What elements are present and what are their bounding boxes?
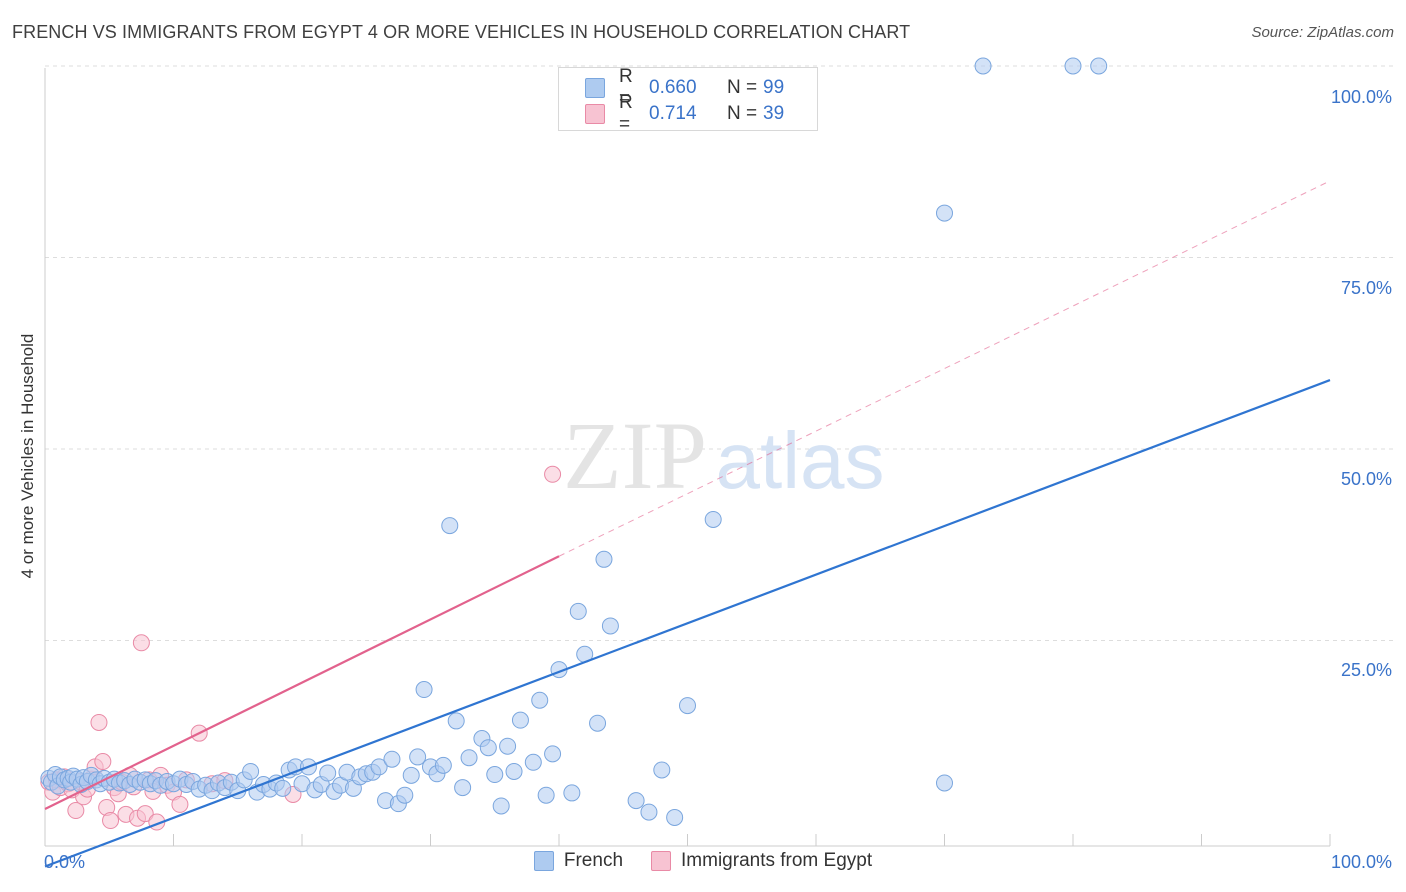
legend-row-french: R = 0.660 N = 99 <box>559 66 785 109</box>
legend-r-label: R = <box>619 66 633 109</box>
french-point <box>537 786 555 804</box>
french-point <box>479 739 497 757</box>
french-point <box>524 753 542 771</box>
french-point <box>415 681 433 699</box>
french-point <box>409 748 427 766</box>
french-point <box>274 779 292 797</box>
french-point <box>627 792 645 810</box>
legend-n-value: 99 <box>763 77 785 98</box>
watermark-zip: ZIP <box>563 402 707 509</box>
source-label: Source: ZipAtlas.com <box>1251 24 1394 41</box>
french-point <box>601 617 619 635</box>
watermark-atlas: atlas <box>716 416 885 505</box>
bottom-legend-swatch-french <box>533 851 554 871</box>
french-trend-line <box>44 379 1331 868</box>
legend-r-value: 0.714 <box>649 103 697 124</box>
french-point <box>486 766 504 784</box>
french-point <box>441 517 459 535</box>
french-point <box>492 797 510 815</box>
french-point <box>974 57 992 75</box>
french-point <box>704 510 722 528</box>
legend: R = 0.660 N = 99 R = 0.714 N = 39 <box>558 66 818 135</box>
french-point <box>595 550 613 568</box>
egypt-point <box>90 713 108 731</box>
bottom-legend-swatch-egypt <box>651 851 672 871</box>
french-point <box>1090 57 1108 75</box>
french-point <box>936 774 953 792</box>
french-point <box>460 749 478 767</box>
egypt-point <box>94 753 112 771</box>
chart-title: FRENCH VS IMMIGRANTS FROM EGYPT 4 OR MOR… <box>12 22 911 42</box>
french-point <box>434 756 452 774</box>
french-points <box>40 57 1108 826</box>
x-tick-label-min: 0.0% <box>44 852 86 872</box>
french-point <box>666 808 684 826</box>
french-point <box>589 714 607 732</box>
bottom-legend: French Immigrants from Egypt <box>0 850 1406 872</box>
french-point <box>396 786 414 804</box>
french-point <box>402 766 420 784</box>
grid-lines <box>44 65 1395 847</box>
french-point <box>499 737 517 755</box>
french-point <box>569 602 587 620</box>
french-point <box>505 762 523 780</box>
bottom-legend-label-french: French <box>563 850 624 871</box>
legend-n-label: N = <box>727 77 758 98</box>
bottom-legend-egypt: Immigrants from Egypt <box>651 850 872 872</box>
y-tick-label-75: 75.0% <box>1340 278 1392 298</box>
french-point <box>563 784 581 802</box>
y-tick-label-25: 25.0% <box>1340 660 1392 680</box>
legend-r-label: R = <box>619 92 633 135</box>
french-point <box>653 761 671 779</box>
y-tick-label-50: 50.0% <box>1340 469 1392 489</box>
legend-swatch-french <box>585 78 605 98</box>
y-tick-label-100: 100.0% <box>1330 87 1392 107</box>
legend-n-label: N = <box>727 103 758 124</box>
egypt-point <box>67 802 85 820</box>
egypt-trend-line-dashed <box>558 180 1331 557</box>
french-point <box>679 697 696 715</box>
legend-row-egypt: R = 0.714 N = 39 <box>559 92 785 135</box>
french-point <box>640 803 658 821</box>
french-point <box>511 711 529 729</box>
french-point <box>370 758 388 776</box>
bottom-legend-label-egypt: Immigrants from Egypt <box>681 850 873 871</box>
french-point <box>242 762 260 780</box>
french-point <box>454 779 472 797</box>
french-point <box>319 764 337 782</box>
trend-lines <box>44 180 1331 868</box>
bottom-legend-french: French <box>533 850 624 872</box>
french-point <box>531 691 549 709</box>
egypt-point <box>171 795 189 813</box>
legend-swatch-egypt <box>585 104 605 124</box>
watermark: ZIP atlas <box>563 402 884 509</box>
egypt-trend-line <box>44 555 560 811</box>
egypt-point <box>544 465 562 483</box>
egypt-point <box>132 634 150 652</box>
french-point <box>936 204 953 222</box>
french-point <box>447 712 465 730</box>
legend-n-value: 39 <box>763 103 785 124</box>
x-tick-label-max: 100.0% <box>1330 852 1392 872</box>
egypt-point <box>136 805 154 823</box>
french-point <box>383 750 401 768</box>
french-point <box>544 745 562 763</box>
legend-r-value: 0.660 <box>649 77 697 98</box>
egypt-point <box>102 812 120 830</box>
french-point <box>1064 57 1082 75</box>
